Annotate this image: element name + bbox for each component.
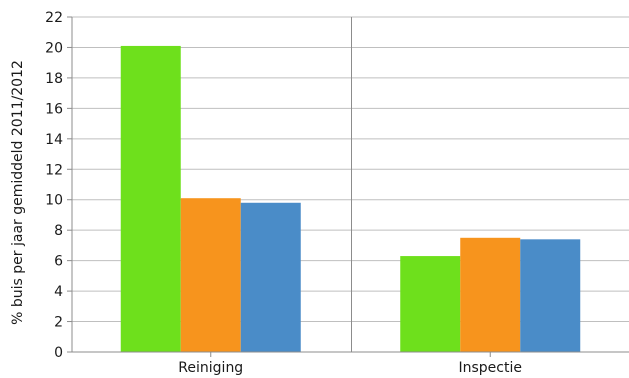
x-tick-label: Reiniging: [178, 360, 243, 376]
y-tick-label: 6: [54, 254, 63, 270]
y-tick-label: 10: [45, 193, 63, 209]
y-tick-label: 8: [54, 223, 63, 239]
y-tick-label: 16: [45, 101, 63, 117]
bar: [120, 45, 181, 352]
bar: [240, 202, 301, 352]
y-tick-label: 2: [54, 315, 63, 331]
y-tick-label: 4: [54, 284, 63, 300]
y-tick-labels: 0 2 4 6 8 10 12 14 16 18 20 22: [45, 10, 63, 361]
y-tick-label: 14: [45, 132, 63, 148]
y-tick-label: 0: [54, 345, 63, 361]
x-tick-labels: Reiniging Inspectie: [178, 360, 522, 376]
bar: [460, 237, 521, 352]
bar: [180, 198, 241, 352]
y-tick-label: 20: [45, 40, 63, 56]
y-tick-label: 22: [45, 10, 63, 26]
y-axis-label: % buis per jaar gemiddeld 2011/2012: [10, 60, 26, 325]
axes: [67, 16, 629, 357]
y-tick-label: 18: [45, 71, 63, 87]
y-tick-label: 12: [45, 162, 63, 178]
bars: [120, 45, 581, 352]
x-tick-label: Inspectie: [459, 360, 523, 376]
bar: [520, 239, 581, 352]
bar: [400, 256, 461, 352]
